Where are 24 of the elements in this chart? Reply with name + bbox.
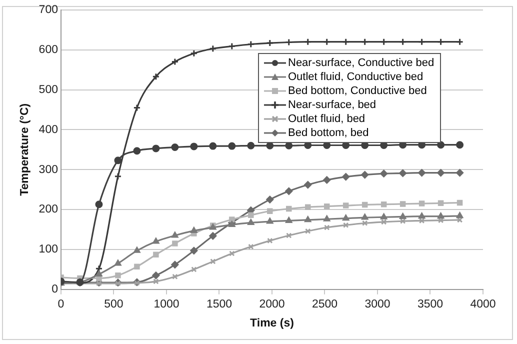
y-tick-label: 0 [52, 284, 58, 296]
x-tick-label: 2000 [259, 298, 285, 310]
legend-label: Bed bottom, bed [288, 126, 369, 140]
y-tick-label: 200 [38, 204, 58, 216]
legend-label: Outlet fluid, bed [288, 112, 366, 126]
y-tick-label: 100 [38, 244, 58, 256]
x-tick-label: 3000 [364, 298, 390, 310]
x-tick-label: 500 [104, 298, 124, 310]
x-tick-label: 2500 [312, 298, 338, 310]
x-tick-label: 3500 [417, 298, 444, 310]
x-tick-label: 1000 [154, 298, 180, 310]
y-tick-label: 400 [38, 124, 58, 136]
y-axis-title: Temperature (°C) [19, 103, 32, 196]
y-tick-label: 500 [38, 84, 58, 96]
legend-label: Bed bottom, Conductive bed [288, 84, 427, 98]
legend-label: Near-surface, Conductive bed [288, 56, 434, 70]
x-axis-title: Time (s) [250, 317, 294, 330]
x-tick-label: 1500 [206, 298, 232, 310]
legend-label: Outlet fluid, Conductive bed [288, 70, 424, 84]
y-tick-label: 600 [38, 44, 58, 56]
y-tick-label: 300 [38, 164, 58, 176]
legend-label: Near-surface, bed [288, 98, 376, 112]
x-tick-label: 4000 [470, 298, 496, 310]
y-tick-label: 700 [38, 4, 58, 16]
